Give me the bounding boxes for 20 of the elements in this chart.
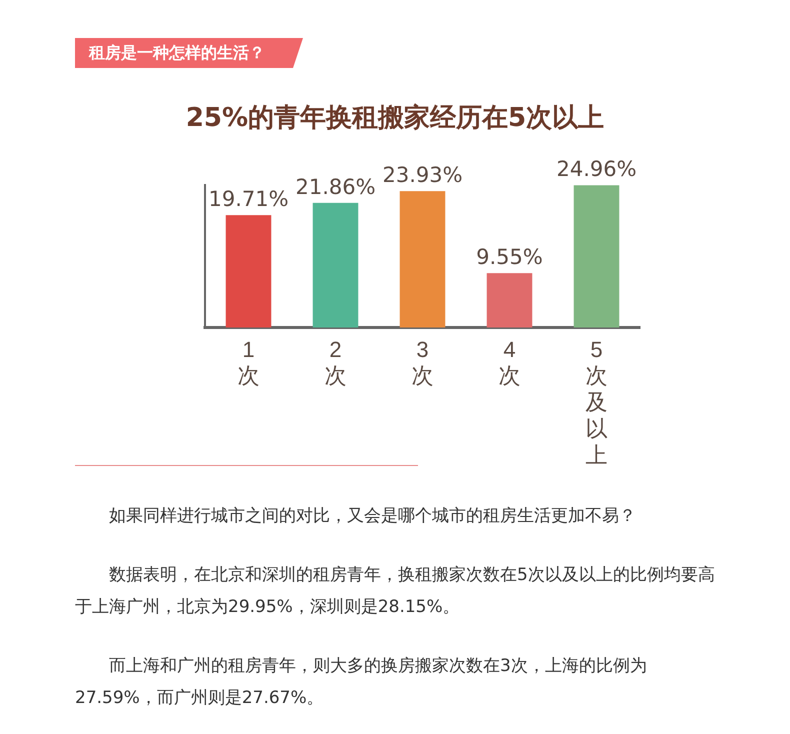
x-tick-label: 3次 [412, 336, 434, 388]
chart-title: 25%的青年换租搬家经历在5次以上 [184, 102, 606, 135]
x-tick-label: 5次及以上 [586, 336, 608, 468]
text: 数据表明，在北京和深圳的租房青年，换租搬家次数在5次以及以上的比例均要高于上海广州，北京为29.95%，深圳则是28.15%。 [75, 564, 716, 619]
data-label: 23.93% [382, 163, 463, 188]
x-tick-label: 1次 [238, 336, 260, 388]
x-tick-label: 2次 [324, 336, 346, 388]
data-label: 9.55% [476, 245, 543, 270]
bar [574, 185, 620, 328]
bar [226, 215, 272, 328]
data-label: 21.86% [295, 174, 376, 199]
data-label: 24.96% [556, 157, 637, 182]
text: 租房是一种怎样的生活？ [75, 38, 303, 68]
data-label: 19.71% [208, 187, 289, 212]
bar [400, 191, 446, 328]
x-tick-label: 4次 [498, 336, 520, 388]
bar [486, 273, 532, 328]
text: 如果同样进行城市之间的对比，又会是哪个城市的租房生活更加不易？ [108, 505, 637, 528]
text: 而上海和广州的租房青年，则大多的换房搬家次数在3次，上海的比例为27.59%，而广州则是27.67%。 [75, 655, 648, 710]
bar [312, 202, 358, 328]
